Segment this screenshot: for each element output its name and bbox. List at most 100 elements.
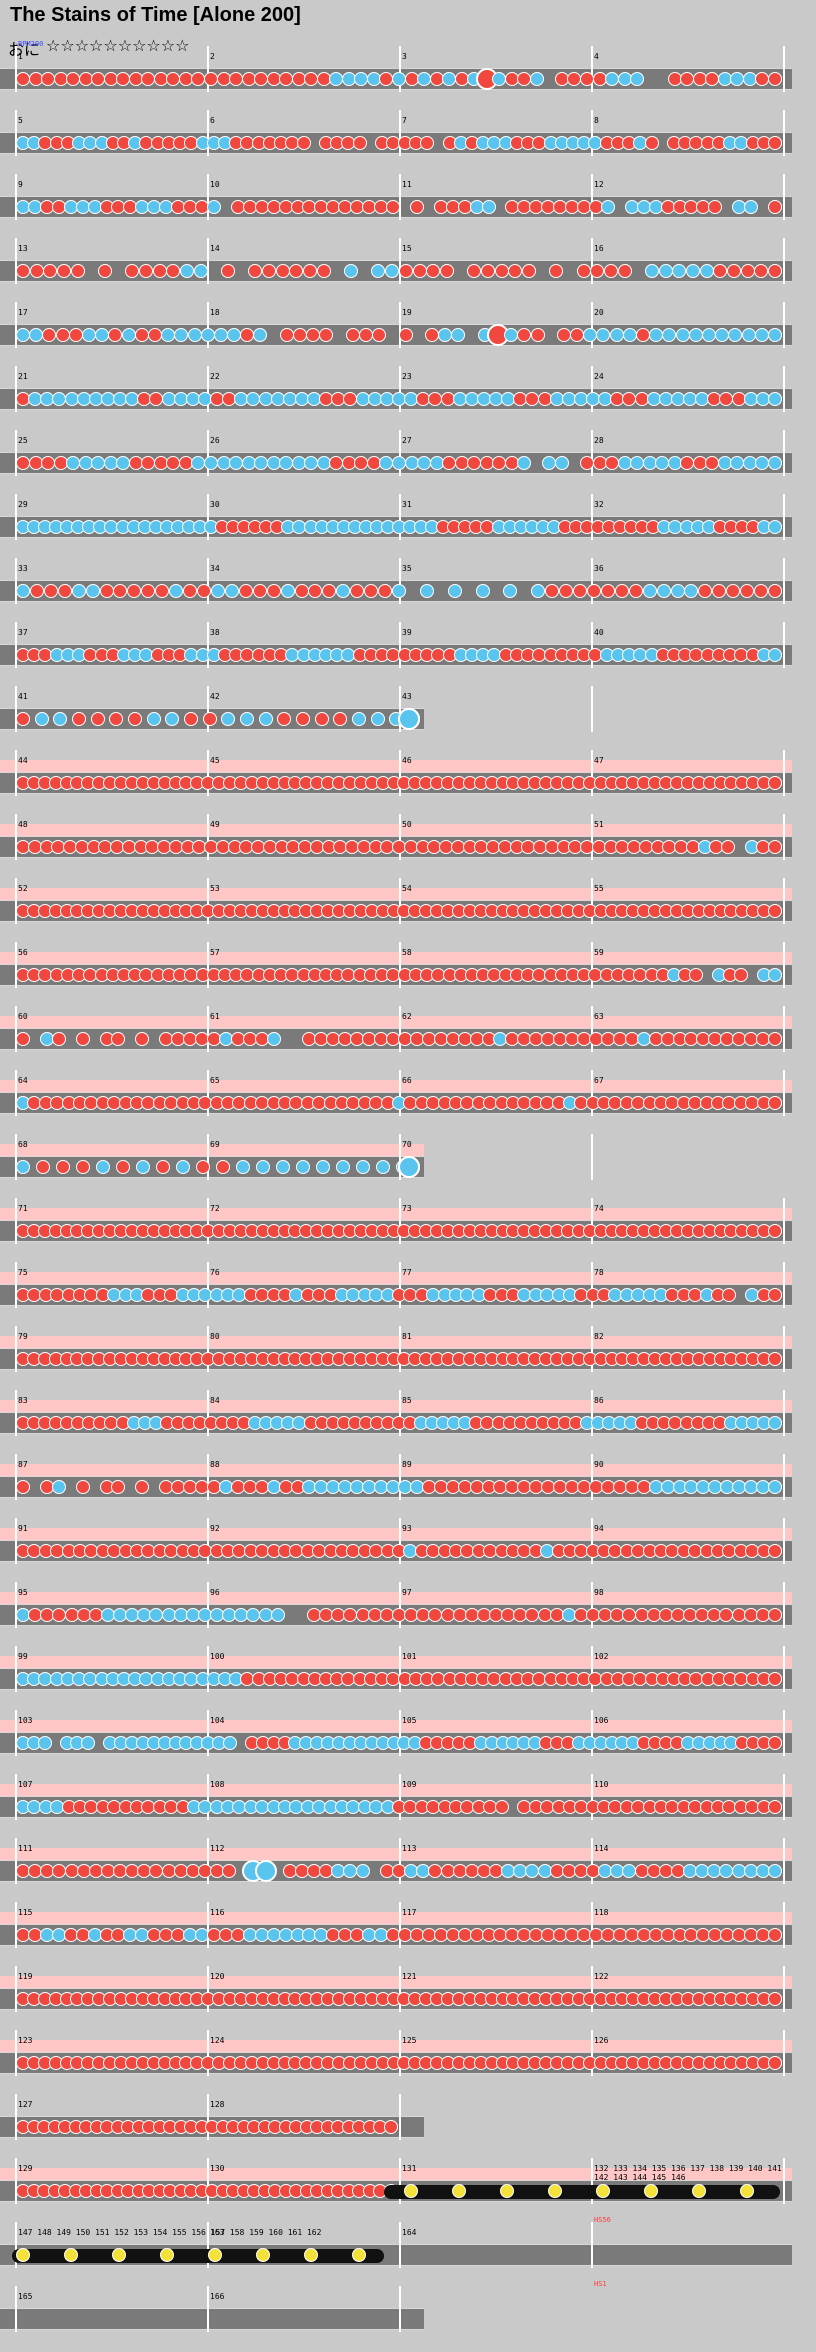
bar-number: 104 bbox=[210, 1716, 225, 1725]
row-band bbox=[0, 568, 792, 580]
ka-note bbox=[34, 712, 49, 726]
don-note bbox=[43, 264, 58, 278]
don-note bbox=[275, 264, 290, 278]
bar-number: 3 bbox=[402, 52, 407, 61]
bar-number: 77 bbox=[402, 1268, 412, 1277]
don-note bbox=[183, 584, 198, 598]
measure-row: 95 96 97 98 bbox=[0, 1582, 792, 1628]
measure-row: 111 112 113 114 bbox=[0, 1838, 792, 1884]
barline bbox=[207, 622, 209, 668]
barline bbox=[399, 1198, 401, 1244]
barline bbox=[15, 1710, 17, 1756]
don-note bbox=[439, 264, 454, 278]
barline bbox=[207, 686, 209, 732]
ka-note bbox=[253, 328, 268, 342]
measure-row: 71 72 73 74 bbox=[0, 1198, 792, 1244]
bar-number: 80 bbox=[210, 1332, 220, 1341]
measure-row: 44 45 46 47 bbox=[0, 750, 792, 796]
barline bbox=[783, 1006, 785, 1052]
bar-number: 105 bbox=[402, 1716, 417, 1725]
bar-number: 8 bbox=[594, 116, 599, 125]
bar-number: 103 bbox=[18, 1716, 33, 1725]
bar-number: 43 bbox=[402, 692, 412, 701]
ka-note bbox=[554, 456, 569, 470]
don-note bbox=[57, 264, 72, 278]
event-label: HS1 bbox=[594, 2280, 607, 2288]
bar-number: 97 bbox=[402, 1588, 412, 1597]
bar-number: 164 bbox=[402, 2228, 417, 2237]
bar-number: 100 bbox=[210, 1652, 225, 1661]
ka-note bbox=[699, 264, 714, 278]
barline bbox=[591, 174, 593, 220]
gogo-band bbox=[0, 1144, 424, 1156]
barline bbox=[15, 1262, 17, 1308]
barline bbox=[207, 430, 209, 476]
drumroll-marker bbox=[112, 2248, 126, 2262]
barline bbox=[15, 1646, 17, 1692]
don-note bbox=[99, 584, 114, 598]
bar-number: 25 bbox=[18, 436, 28, 445]
measure-row: 29 30 31 32 bbox=[0, 494, 792, 540]
measure-row: 123 124 125 126 bbox=[0, 2030, 792, 2076]
bar-number: 123 bbox=[18, 2036, 33, 2045]
don-note bbox=[16, 264, 30, 278]
bar-number: 99 bbox=[18, 1652, 28, 1661]
bar-number: 30 bbox=[210, 500, 220, 509]
don-note bbox=[378, 584, 393, 598]
ka-note bbox=[344, 264, 359, 278]
barline bbox=[207, 2286, 209, 2332]
don-note bbox=[113, 584, 128, 598]
bar-number: 6 bbox=[210, 116, 215, 125]
don-note bbox=[689, 968, 704, 982]
bar-number: 47 bbox=[594, 756, 604, 765]
barline bbox=[399, 1070, 401, 1116]
bar-number: 85 bbox=[402, 1396, 412, 1405]
barline bbox=[591, 622, 593, 668]
ka-note bbox=[165, 712, 180, 726]
don-note bbox=[768, 72, 782, 86]
don-note bbox=[768, 904, 782, 918]
don-note bbox=[296, 712, 310, 726]
barline bbox=[399, 46, 401, 92]
ka-note bbox=[685, 264, 700, 278]
barline bbox=[207, 558, 209, 604]
bar-number: 108 bbox=[210, 1780, 225, 1789]
bar-number: 81 bbox=[402, 1332, 412, 1341]
barline bbox=[15, 1006, 17, 1052]
bar-number: 1 bbox=[18, 52, 23, 61]
ka-note bbox=[81, 328, 96, 342]
bar-number: 126 bbox=[594, 2036, 609, 2045]
don-note bbox=[16, 712, 30, 726]
bar-number: 51 bbox=[594, 820, 604, 829]
ka-note bbox=[276, 1160, 290, 1174]
bar-number: 87 bbox=[18, 1460, 28, 1469]
bar-number: 58 bbox=[402, 948, 412, 957]
ka-note bbox=[503, 584, 518, 598]
bar-number: 15 bbox=[402, 244, 412, 253]
don-note bbox=[768, 1352, 782, 1366]
don-note bbox=[98, 264, 113, 278]
bar-number: 4 bbox=[594, 52, 599, 61]
don-note bbox=[494, 264, 509, 278]
barline bbox=[399, 302, 401, 348]
barline bbox=[783, 1710, 785, 1756]
ka-note bbox=[531, 584, 546, 598]
don-note bbox=[202, 712, 217, 726]
bar-number: 13 bbox=[18, 244, 28, 253]
don-note bbox=[768, 1544, 782, 1558]
don-note bbox=[508, 264, 523, 278]
don-note bbox=[56, 1160, 70, 1174]
bar-number: 166 bbox=[210, 2292, 225, 2301]
bar-number: 95 bbox=[18, 1588, 28, 1597]
barline bbox=[591, 1006, 593, 1052]
gogo-band bbox=[0, 1528, 792, 1540]
bar-number: 52 bbox=[18, 884, 28, 893]
bar-number: 37 bbox=[18, 628, 28, 637]
barline bbox=[207, 878, 209, 924]
don-note bbox=[712, 584, 727, 598]
drumroll-marker bbox=[208, 2248, 222, 2262]
barline bbox=[15, 1070, 17, 1116]
don-note bbox=[768, 1032, 782, 1046]
drumroll-marker bbox=[352, 2248, 366, 2262]
bar-number: 50 bbox=[402, 820, 412, 829]
